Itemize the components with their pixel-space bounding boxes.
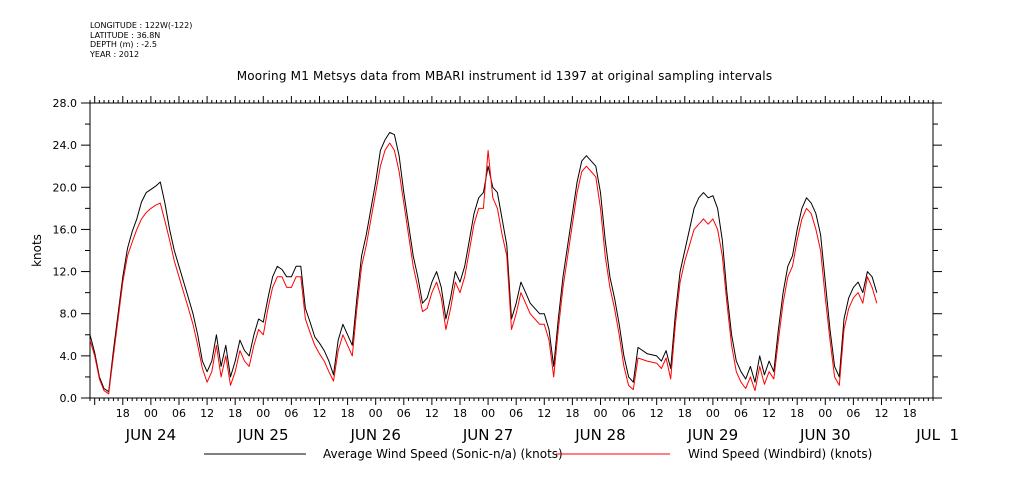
y-tick-label: 16.0 [53,223,78,236]
x-date-label: JUL 1 [915,426,959,444]
depth-label: DEPTH (m) : -2.5 [90,40,157,49]
legend-label-1: Wind Speed (Windbird) (knots) [688,447,872,461]
x-date-label: JUN 28 [574,426,625,444]
x-hour-label: 06 [509,407,523,420]
y-tick-label: 24.0 [53,139,78,152]
x-hour-label: 00 [144,407,158,420]
x-hour-label: 06 [397,407,411,420]
y-tick-label: 0.0 [60,392,78,405]
x-hour-label: 00 [369,407,383,420]
chart-legend: Average Wind Speed (Sonic-n/a) (knots) Wi… [204,447,872,461]
x-hour-label: 12 [200,407,214,420]
series-line-1 [89,142,878,395]
x-hour-label: 12 [874,407,888,420]
x-hour-label: 00 [593,407,607,420]
x-date-label: JUN 30 [799,426,850,444]
x-hour-label: 12 [762,407,776,420]
y-axis-title: knots [30,234,44,267]
x-hour-label: 06 [172,407,186,420]
series-line-0 [89,132,878,393]
x-date-label: JUN 24 [125,426,176,444]
chart-series [89,132,878,395]
x-hour-label: 18 [790,407,804,420]
x-hour-label: 06 [622,407,636,420]
x-date-label: JUN 26 [349,426,400,444]
x-hour-label: 12 [425,407,439,420]
metadata-block: LONGITUDE : 122W(-122) LATITUDE : 36.8N … [90,21,192,59]
x-hour-label: 12 [537,407,551,420]
x-hour-label: 12 [650,407,664,420]
y-tick-label: 28.0 [53,97,78,110]
x-hour-label: 18 [565,407,579,420]
x-hour-label: 06 [284,407,298,420]
x-hour-label: 18 [453,407,467,420]
x-date-label: JUN 27 [462,426,513,444]
plot-frame [89,102,934,399]
latitude-label: LATITUDE : 36.8N [90,30,161,40]
x-hour-label: 06 [846,407,860,420]
y-tick-label: 8.0 [60,308,78,321]
x-hour-label: 18 [341,407,355,420]
chart-title: Mooring M1 Metsys data from MBARI instru… [236,69,773,83]
x-hour-label: 00 [256,407,270,420]
x-hour-label: 00 [818,407,832,420]
year-label: YEAR : 2012 [90,49,140,59]
legend-label-0: Average Wind Speed (Sonic-n/a) (knots) [323,447,563,461]
x-hour-label: 00 [481,407,495,420]
longitude-label: LONGITUDE : 122W(-122) [90,21,193,30]
x-hour-label: 18 [678,407,692,420]
y-tick-label: 20.0 [53,181,78,194]
x-hour-label: 06 [734,407,748,420]
x-date-label: JUN 25 [237,426,288,444]
chart-axes: 0.0 4.0 8.0 12.0 16.0 20.0 24.0 28.0 knots 18 00 06… [30,96,959,444]
y-tick-label: 12.0 [53,266,78,279]
x-hour-label: 12 [312,407,326,420]
x-hour-label: 00 [706,407,720,420]
x-hour-label: 18 [903,407,917,420]
x-hour-label: 18 [228,407,242,420]
y-tick-label: 4.0 [60,350,78,363]
x-date-label: JUN 29 [687,426,738,444]
x-hour-label: 18 [116,407,130,420]
